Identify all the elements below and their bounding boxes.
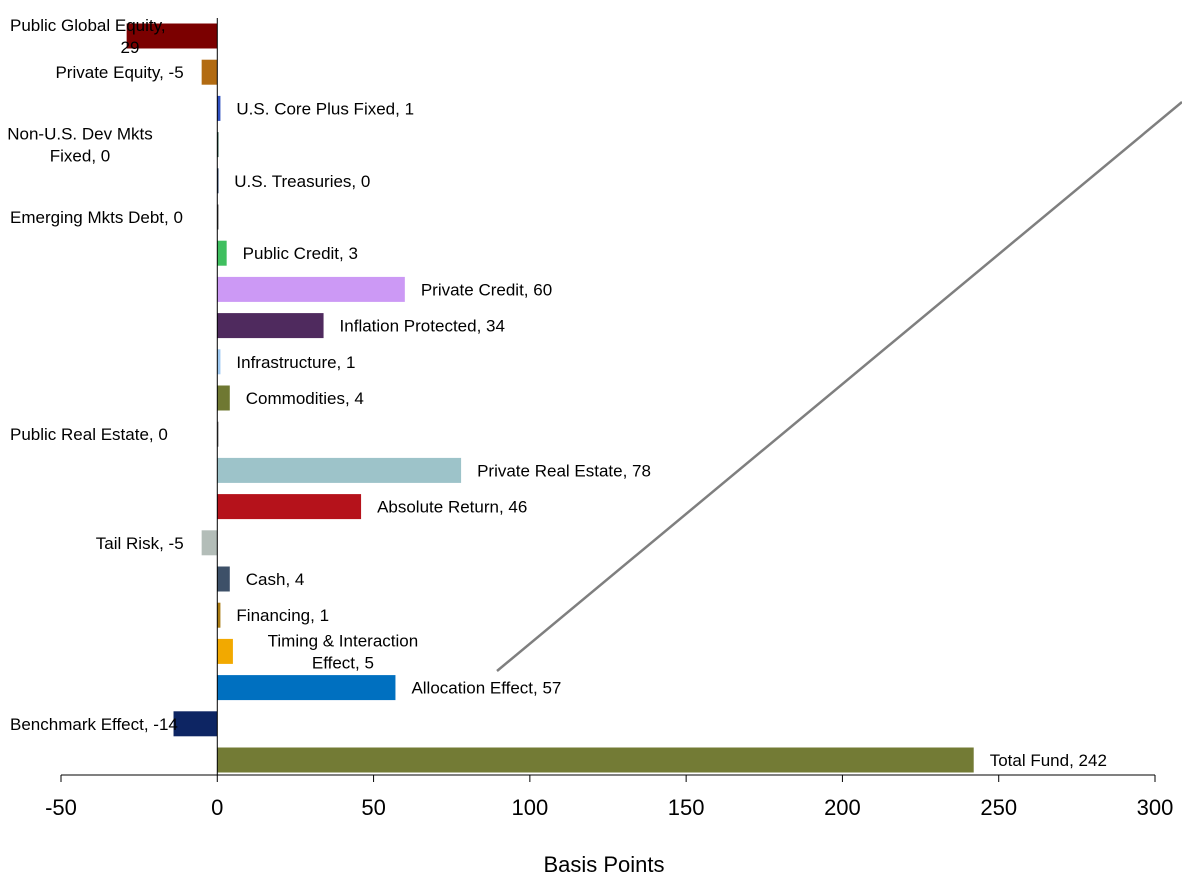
- x-tick-label: -50: [45, 795, 77, 820]
- x-tick-label: 300: [1137, 795, 1174, 820]
- bar-total-fund: [217, 748, 973, 773]
- bar-label-line: Public Global Equity,: [10, 16, 166, 35]
- connector-line: [497, 102, 1182, 671]
- bar-private-real-estate: [217, 458, 461, 483]
- bar-label-benchmark-effect: Benchmark Effect, -14: [10, 715, 178, 734]
- bar-label-line: Benchmark Effect, -14: [10, 715, 178, 734]
- bar-label-infrastructure: Infrastructure, 1: [236, 353, 355, 372]
- bar-label-financing: Financing, 1: [236, 606, 329, 625]
- bar-label-public-real-estate: Public Real Estate, 0: [10, 425, 168, 444]
- x-tick-label: 200: [824, 795, 861, 820]
- bar-label-line: Fixed, 0: [50, 147, 110, 166]
- bar-label-line: Inflation Protected, 34: [340, 317, 505, 336]
- bar-label-line: U.S. Core Plus Fixed, 1: [236, 99, 414, 118]
- bar-timing-interaction-effect: [217, 639, 233, 664]
- bar-label-cash: Cash, 4: [246, 570, 305, 589]
- bar-label-line: Public Credit, 3: [243, 244, 358, 263]
- bar-labels-layer: Public Global Equity, 29 Private Equity, -…: [7, 16, 1107, 770]
- x-tick-label: 150: [668, 795, 705, 820]
- bar-allocation-effect: [217, 675, 395, 700]
- bar-label-public-credit: Public Credit, 3: [243, 244, 358, 263]
- bar-label-private-real-estate: Private Real Estate, 78: [477, 461, 651, 480]
- bar-private-equity: [202, 60, 218, 85]
- bar-label-absolute-return: Absolute Return, 46: [377, 498, 527, 517]
- x-tick-label: 0: [211, 795, 223, 820]
- bar-label-tail-risk: Tail Risk, -5: [96, 534, 184, 553]
- bar-absolute-return: [217, 494, 361, 519]
- bar-label-u-s-core-plus-fixed: U.S. Core Plus Fixed, 1: [236, 99, 414, 118]
- x-tick-label: 250: [980, 795, 1017, 820]
- bar-label-timing-interaction-effect: Timing & Interaction Effect, 5: [268, 631, 419, 672]
- bar-label-private-equity: Private Equity, -5: [55, 63, 183, 82]
- bar-label-line: Private Equity, -5: [55, 63, 183, 82]
- bar-label-emerging-mkts-debt: Emerging Mkts Debt, 0: [10, 208, 183, 227]
- bar-label-line: Infrastructure, 1: [236, 353, 355, 372]
- bar-label-line: Tail Risk, -5: [96, 534, 184, 553]
- bar-benchmark-effect: [174, 711, 218, 736]
- bar-label-line: Cash, 4: [246, 570, 305, 589]
- bar-label-line: Effect, 5: [312, 653, 374, 672]
- bar-private-credit: [217, 277, 405, 302]
- x-tick-label: 50: [361, 795, 385, 820]
- bar-label-line: Allocation Effect, 57: [411, 679, 561, 698]
- x-tick-label: 100: [511, 795, 548, 820]
- bar-tail-risk: [202, 530, 218, 555]
- bar-commodities: [217, 386, 230, 411]
- bar-label-non-u-s-dev-mkts-fixed: Non-U.S. Dev Mkts Fixed, 0: [7, 125, 152, 166]
- bar-label-line: Absolute Return, 46: [377, 498, 527, 517]
- bar-label-line: 29: [121, 38, 140, 57]
- bar-label-line: Timing & Interaction: [268, 631, 419, 650]
- bar-label-line: Private Real Estate, 78: [477, 461, 651, 480]
- bar-public-credit: [217, 241, 226, 266]
- bar-label-private-credit: Private Credit, 60: [421, 280, 552, 299]
- bar-label-line: Public Real Estate, 0: [10, 425, 168, 444]
- bar-label-line: Non-U.S. Dev Mkts: [7, 125, 152, 144]
- bar-label-line: Private Credit, 60: [421, 280, 552, 299]
- x-axis-title: Basis Points: [543, 852, 664, 877]
- bar-label-line: Financing, 1: [236, 606, 329, 625]
- bar-label-line: U.S. Treasuries, 0: [234, 172, 370, 191]
- bar-label-line: Total Fund, 242: [990, 751, 1107, 770]
- x-axis: -50 0 50 100 150 200 250 300: [45, 775, 1173, 820]
- bar-label-total-fund: Total Fund, 242: [990, 751, 1107, 770]
- bar-cash: [217, 567, 230, 592]
- bar-label-line: Emerging Mkts Debt, 0: [10, 208, 183, 227]
- bar-label-commodities: Commodities, 4: [246, 389, 364, 408]
- bar-label-line: Commodities, 4: [246, 389, 364, 408]
- bar-label-u-s-treasuries: U.S. Treasuries, 0: [234, 172, 370, 191]
- bar-label-inflation-protected: Inflation Protected, 34: [340, 317, 505, 336]
- bar-label-allocation-effect: Allocation Effect, 57: [411, 679, 561, 698]
- bar-inflation-protected: [217, 313, 323, 338]
